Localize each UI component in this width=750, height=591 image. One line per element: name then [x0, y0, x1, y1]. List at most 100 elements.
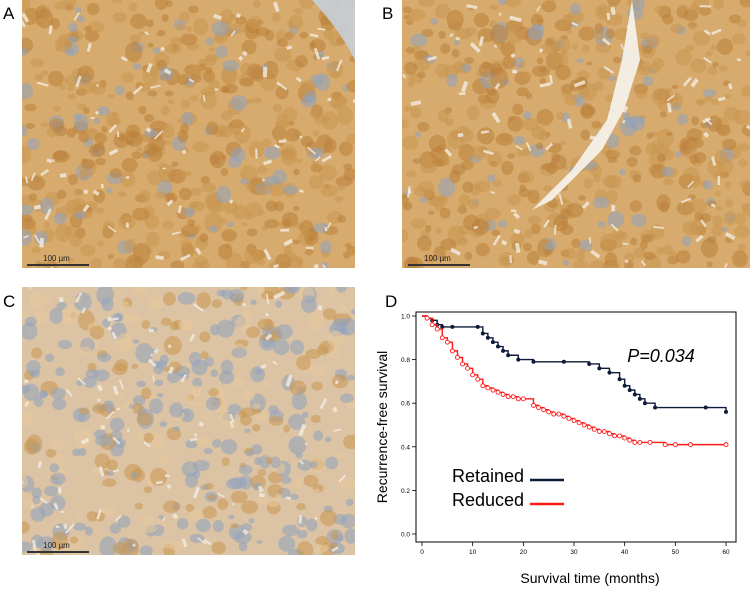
- censor-mark: [607, 370, 612, 375]
- censor-mark: [444, 339, 450, 345]
- censor-mark: [501, 348, 506, 353]
- censor-mark: [724, 409, 728, 414]
- p-value-annotation: P=0.034: [627, 346, 695, 366]
- censor-mark: [449, 348, 455, 354]
- censor-mark: [490, 387, 496, 393]
- censor-mark: [541, 407, 547, 413]
- censor-mark: [647, 439, 653, 445]
- censor-mark: [490, 340, 495, 345]
- censor-mark: [485, 385, 491, 391]
- scale-bar-label: 100 µm: [424, 254, 451, 263]
- tissue-texture-c: [22, 287, 355, 555]
- x-tick-label: 30: [570, 549, 578, 556]
- censor-mark: [587, 361, 592, 366]
- censor-mark: [515, 396, 521, 402]
- censor-mark: [617, 433, 623, 439]
- censor-mark: [520, 396, 526, 402]
- censor-mark: [672, 442, 678, 448]
- stroma-band: [522, 0, 640, 215]
- scale-bar-line: [27, 264, 89, 266]
- y-tick-label: 0.0: [401, 532, 410, 539]
- scale-bar-b: 100 µm: [408, 252, 478, 266]
- censor-mark: [500, 392, 506, 397]
- censor-mark: [536, 405, 541, 411]
- censor-mark: [434, 326, 440, 332]
- censor-mark: [637, 439, 643, 445]
- censor-mark: [424, 315, 430, 321]
- censor-mark: [607, 431, 612, 437]
- y-tick-label: 1.0: [401, 314, 410, 321]
- censor-mark: [496, 344, 500, 349]
- censor-mark: [506, 353, 511, 358]
- censor-mark: [495, 389, 501, 395]
- plot-frame: [415, 311, 737, 543]
- panel-b-letter: B: [382, 4, 394, 23]
- y-axis-label: Recurrence-free survival: [374, 351, 390, 504]
- censor-mark: [591, 426, 597, 432]
- y-tick-label: 0.8: [401, 357, 410, 364]
- x-tick-label: 50: [672, 549, 680, 556]
- censor-mark: [601, 429, 607, 434]
- censor-mark: [627, 437, 633, 443]
- censor-mark: [622, 435, 628, 441]
- y-tick-label: 0.2: [401, 488, 410, 495]
- censor-mark: [627, 388, 632, 393]
- panel-c-letter: C: [3, 292, 16, 311]
- censor-mark: [455, 354, 460, 360]
- scale-bar-label: 100 µm: [43, 541, 70, 550]
- censor-mark: [617, 377, 622, 382]
- series-line-retained: [422, 315, 727, 412]
- micrograph-c: [22, 287, 355, 555]
- legend-label-retained: Retained: [452, 466, 524, 486]
- censor-mark: [531, 359, 536, 364]
- censor-mark: [561, 413, 567, 419]
- tissue-texture-a: [22, 0, 355, 268]
- micrograph-b: [402, 0, 750, 268]
- censor-mark: [516, 357, 521, 362]
- censor-mark: [480, 383, 486, 389]
- x-tick-label: 60: [722, 549, 730, 556]
- tissue-texture-b: [402, 0, 750, 268]
- censor-mark: [475, 376, 481, 382]
- scale-bar-line: [408, 264, 470, 266]
- censor-mark: [612, 433, 617, 439]
- censor-mark: [531, 402, 536, 408]
- censor-mark: [566, 416, 572, 421]
- censor-mark: [561, 359, 566, 364]
- censor-mark: [480, 331, 485, 336]
- x-axis-label: Survival time (months): [520, 570, 659, 586]
- scale-bar-line: [27, 551, 89, 553]
- censor-mark: [576, 420, 582, 426]
- x-tick-label: 0: [420, 549, 424, 556]
- censor-mark: [581, 422, 587, 428]
- censor-mark: [586, 424, 592, 430]
- panel-a-letter: A: [3, 4, 15, 23]
- censor-mark: [485, 335, 490, 340]
- censor-mark: [429, 322, 435, 328]
- micrograph-a: [22, 0, 355, 268]
- censor-mark: [653, 405, 658, 410]
- censor-mark: [510, 394, 516, 400]
- capsule-edge: [312, 0, 355, 60]
- censor-mark: [637, 396, 642, 401]
- censor-mark: [622, 383, 627, 388]
- censor-mark: [546, 409, 552, 415]
- y-tick-label: 0.4: [401, 444, 410, 451]
- censor-mark: [662, 442, 668, 448]
- censor-mark: [475, 324, 480, 329]
- censor-mark: [439, 335, 445, 341]
- censor-mark: [597, 366, 602, 371]
- censor-mark: [440, 324, 445, 329]
- censor-mark: [723, 442, 729, 448]
- x-tick-label: 40: [621, 549, 629, 556]
- censor-mark: [596, 429, 602, 434]
- censor-mark: [571, 418, 577, 424]
- censor-mark: [460, 361, 465, 367]
- censor-mark: [703, 405, 708, 410]
- censor-mark: [632, 439, 638, 445]
- y-tick-label: 0.6: [401, 401, 410, 408]
- legend-label-reduced: Reduced: [452, 490, 524, 510]
- panel-d-letter: D: [385, 292, 398, 311]
- censor-mark: [556, 411, 562, 417]
- censor-mark: [642, 401, 647, 406]
